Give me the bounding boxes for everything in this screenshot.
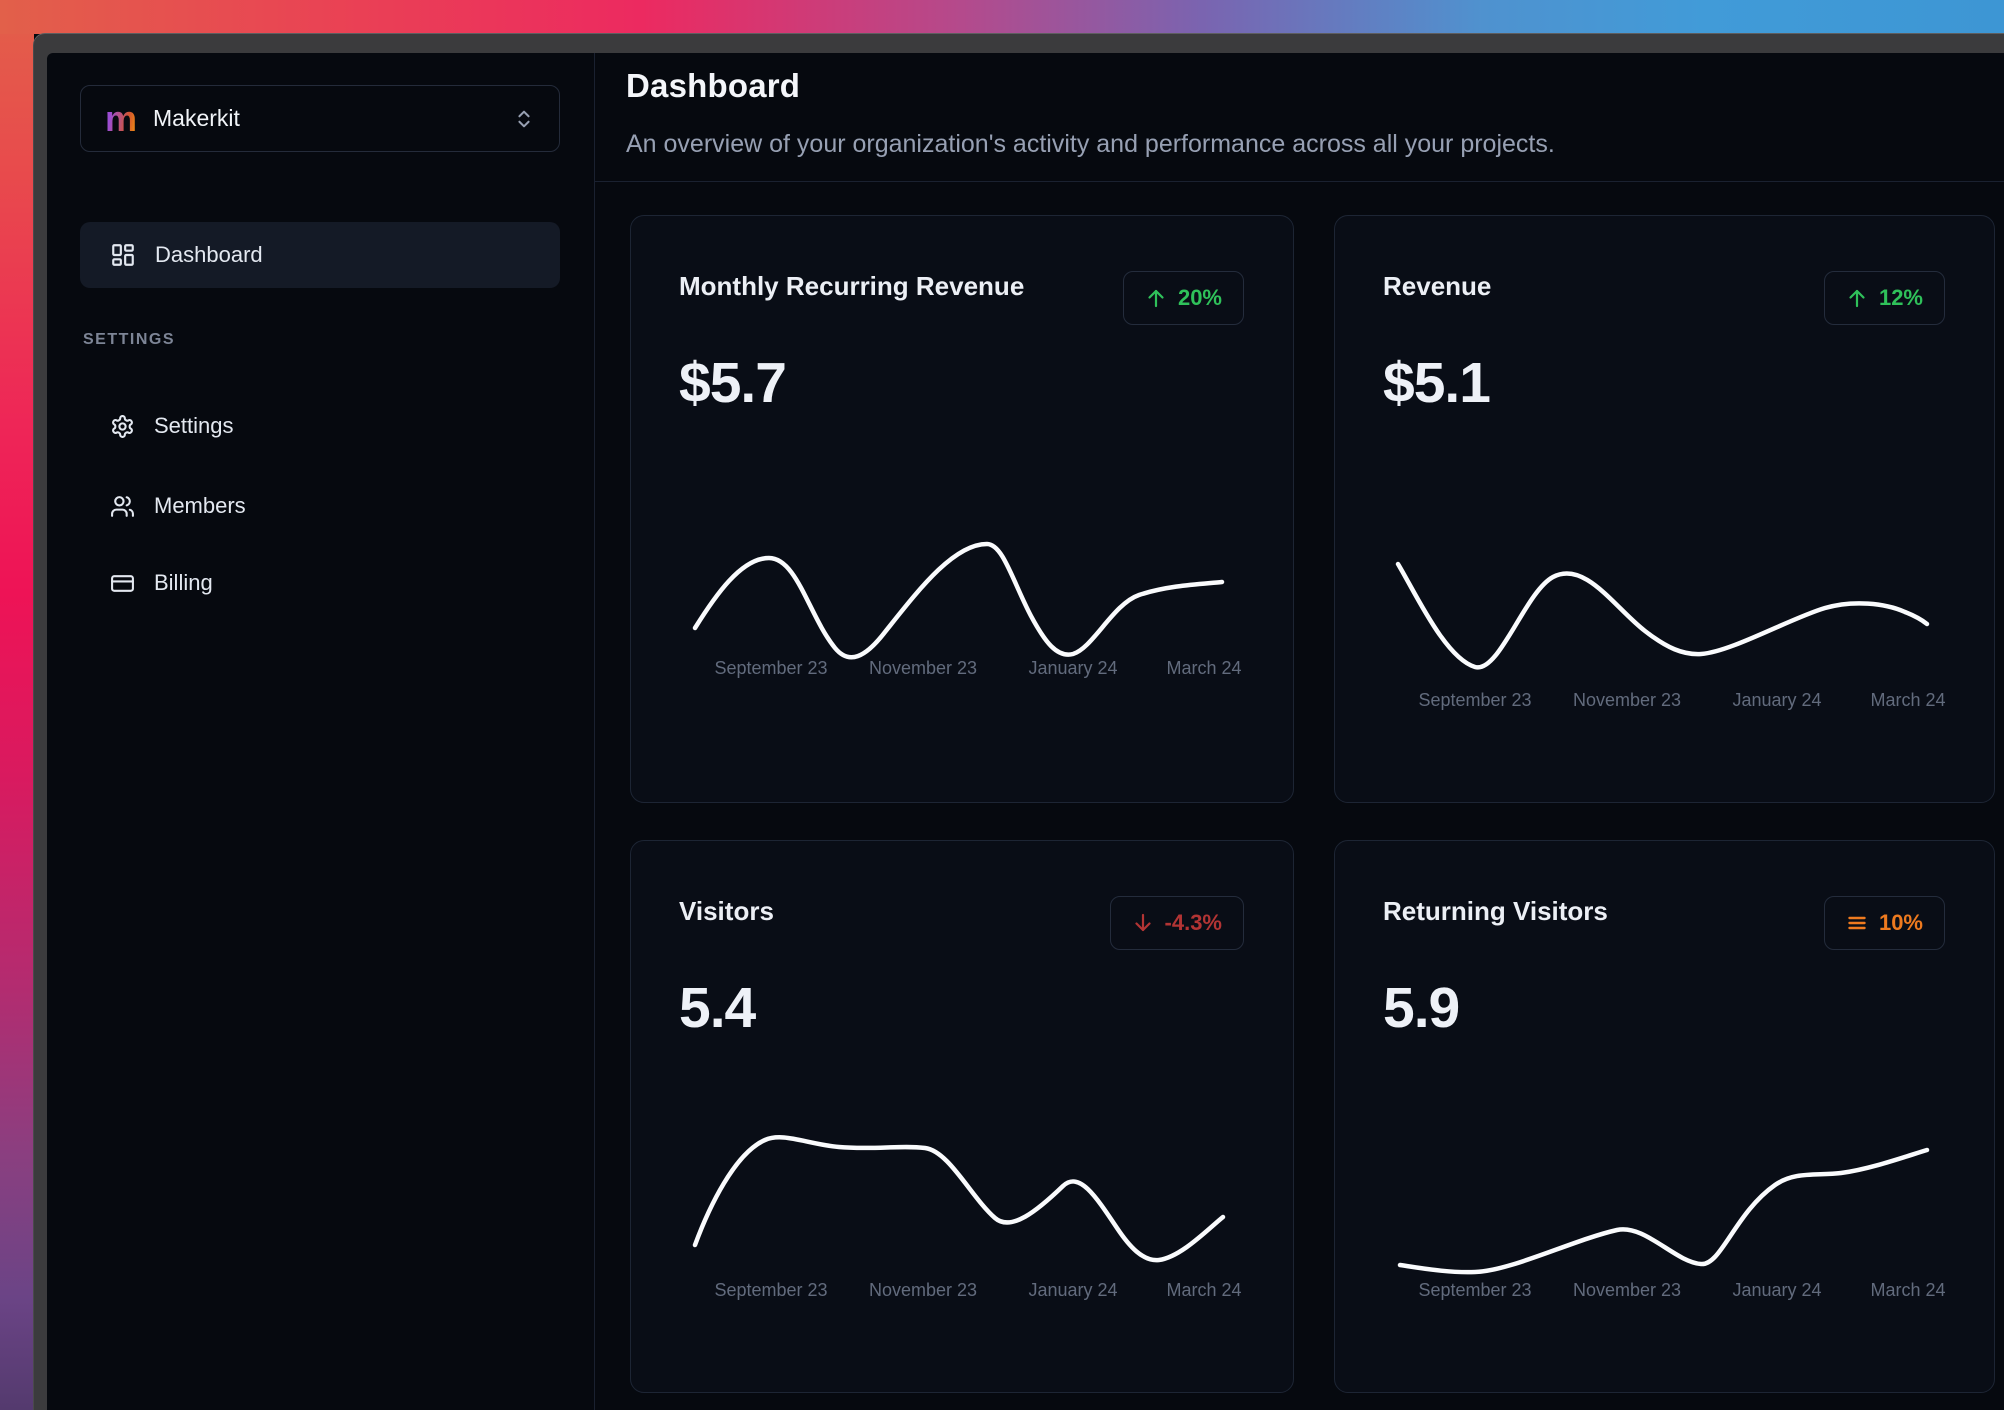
badge-value: -4.3% (1164, 910, 1222, 935)
trend-badge: 12% (1823, 271, 1945, 325)
workspace-name: Makerkit (153, 105, 240, 131)
sparkline-chart (689, 532, 1229, 682)
axis-tick: March 24 (1870, 1280, 1946, 1300)
axis-tick: January 24 (1732, 1280, 1822, 1300)
axis-tick: September 23 (714, 658, 828, 678)
axis-tick: March 24 (1166, 1280, 1242, 1300)
axis-tick: March 24 (1166, 658, 1242, 678)
trend-badge: 10% (1823, 896, 1945, 950)
sidebar-item-members[interactable]: Members (80, 477, 560, 535)
sparkline-chart (1393, 1141, 1933, 1291)
axis-tick: September 23 (714, 1280, 828, 1300)
sidebar: m Makerkit Dashboard SETTINGS Settings (47, 53, 595, 1410)
metric-value: 5.9 (1383, 976, 1460, 1040)
arrow-up-icon (1145, 287, 1167, 309)
sidebar-item-label: Members (154, 493, 246, 518)
main-content: Dashboard An overview of your organizati… (595, 53, 2004, 1410)
x-axis-labels: September 23 November 23 January 24 Marc… (689, 1280, 1241, 1304)
sparkline-path (1397, 1147, 1930, 1275)
arrow-down-icon (1132, 912, 1154, 934)
axis-tick: November 23 (1572, 1280, 1682, 1300)
trend-badge: 20% (1122, 271, 1244, 325)
axis-tick: November 23 (868, 658, 978, 678)
card-returning-visitors: Returning Visitors 10% 5.9 September 23 … (1334, 840, 1995, 1393)
sparkline-path (1395, 561, 1930, 670)
axis-tick: January 24 (1028, 658, 1118, 678)
axis-tick: September 23 (1418, 690, 1532, 710)
card-monthly-recurring-revenue: Monthly Recurring Revenue 20% $5.7 Septe… (630, 215, 1294, 803)
sparkline-chart (1393, 544, 1933, 694)
card-title: Visitors (679, 896, 774, 926)
axis-tick: January 24 (1028, 1280, 1118, 1300)
metric-value: 5.4 (679, 976, 756, 1040)
layout-dashboard-icon (110, 242, 136, 268)
axis-tick: November 23 (1572, 690, 1682, 710)
card-revenue: Revenue 12% $5.1 September 23 November 2… (1334, 215, 1995, 803)
sparkline-chart (689, 1129, 1229, 1279)
window-content: m Makerkit Dashboard SETTINGS Settings (47, 53, 2004, 1410)
page-subtitle: An overview of your organization's activ… (626, 130, 1555, 158)
sidebar-item-settings[interactable]: Settings (80, 397, 560, 455)
sidebar-item-label: Billing (154, 570, 213, 595)
workspace-selector[interactable]: m Makerkit (80, 85, 560, 152)
header-divider (595, 181, 2004, 182)
wallpaper-top-strip (0, 0, 2004, 34)
badge-value: 12% (1878, 285, 1923, 310)
sidebar-section-settings: SETTINGS (83, 331, 176, 348)
gear-icon (110, 414, 135, 439)
axis-tick: January 24 (1732, 690, 1822, 710)
x-axis-labels: September 23 November 23 January 24 Marc… (1393, 690, 1945, 714)
card-visitors: Visitors -4.3% 5.4 September 23 November… (630, 840, 1294, 1393)
card-title: Revenue (1383, 271, 1492, 301)
sidebar-item-label: Dashboard (155, 242, 263, 267)
sparkline-path (692, 1135, 1226, 1263)
page-title: Dashboard (626, 67, 801, 104)
card-title: Monthly Recurring Revenue (679, 271, 1025, 301)
x-axis-labels: September 23 November 23 January 24 Marc… (689, 658, 1241, 682)
x-axis-labels: September 23 November 23 January 24 Marc… (1393, 1280, 1945, 1304)
badge-value: 10% (1878, 910, 1923, 935)
credit-card-icon (110, 571, 135, 596)
sidebar-item-billing[interactable]: Billing (80, 554, 560, 612)
axis-tick: September 23 (1418, 1280, 1532, 1300)
users-icon (110, 494, 135, 519)
equal-lines-icon (1846, 912, 1868, 934)
trend-badge: -4.3% (1109, 896, 1244, 950)
metric-value: $5.1 (1383, 351, 1491, 415)
sidebar-item-label: Settings (154, 413, 234, 438)
metric-value: $5.7 (679, 351, 787, 415)
card-title: Returning Visitors (1383, 896, 1608, 926)
makerkit-logo: m (105, 97, 138, 139)
axis-tick: March 24 (1870, 690, 1946, 710)
chevrons-up-down-icon (513, 108, 535, 130)
sidebar-item-dashboard[interactable]: Dashboard (80, 222, 560, 288)
arrow-up-icon (1846, 287, 1868, 309)
badge-value: 20% (1177, 285, 1222, 310)
wallpaper-left-strip (0, 0, 34, 1410)
app-window: m Makerkit Dashboard SETTINGS Settings (33, 33, 2004, 1410)
sparkline-path (692, 541, 1225, 660)
axis-tick: November 23 (868, 1280, 978, 1300)
